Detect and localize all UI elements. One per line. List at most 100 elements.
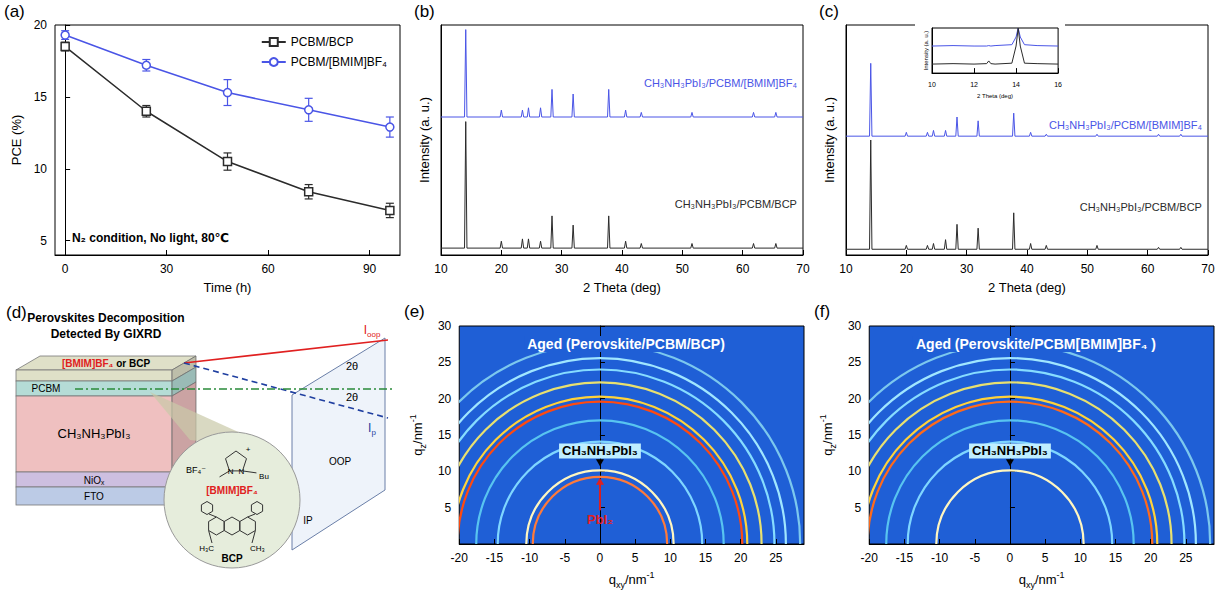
svg-text:CH₃NH₃PbI₃/PCBM/[BMIM]BF₄: CH₃NH₃PbI₃/PCBM/[BMIM]BF₄ <box>1049 119 1203 131</box>
svg-text:30: 30 <box>848 319 862 333</box>
svg-text:Ioop: Ioop <box>364 323 381 339</box>
svg-text:PCBM: PCBM <box>32 383 61 394</box>
svg-text:15: 15 <box>848 428 862 442</box>
svg-text:-5: -5 <box>969 551 980 565</box>
svg-text:50: 50 <box>1081 262 1095 276</box>
svg-text:BCP: BCP <box>221 553 242 564</box>
svg-text:-15: -15 <box>486 551 504 565</box>
svg-text:-1: -1 <box>408 414 418 422</box>
svg-text:-10: -10 <box>931 551 949 565</box>
svg-text:0: 0 <box>1007 551 1014 565</box>
svg-text:20: 20 <box>34 18 48 32</box>
svg-text:N₂ condition, No light, 80℃: N₂ condition, No light, 80℃ <box>72 231 229 245</box>
svg-text:/nm: /nm <box>625 572 647 587</box>
svg-text:20: 20 <box>438 392 452 406</box>
svg-text:20: 20 <box>1144 551 1158 565</box>
svg-text:CH₃NH₃PbI₃/PCBM/[BMIM]BF₄: CH₃NH₃PbI₃/PCBM/[BMIM]BF₄ <box>644 77 798 89</box>
svg-text:10: 10 <box>434 262 448 276</box>
svg-text:15: 15 <box>438 428 452 442</box>
svg-text:5: 5 <box>1042 551 1049 565</box>
svg-text:(d): (d) <box>6 303 27 322</box>
svg-text:60: 60 <box>1141 262 1155 276</box>
svg-text:2θ: 2θ <box>346 391 358 403</box>
svg-text:30: 30 <box>438 319 452 333</box>
svg-text:60: 60 <box>736 262 750 276</box>
svg-text:30: 30 <box>160 262 174 276</box>
svg-text:PbI₂: PbI₂ <box>587 512 613 527</box>
svg-text:25: 25 <box>438 355 452 369</box>
svg-text:OOP: OOP <box>329 456 352 467</box>
svg-text:q: q <box>609 572 616 587</box>
svg-text:5: 5 <box>855 501 862 515</box>
svg-text:2θ: 2θ <box>346 360 358 372</box>
svg-text:20: 20 <box>848 392 862 406</box>
svg-text:H₃C: H₃C <box>199 544 214 553</box>
svg-text:BF₄⁻: BF₄⁻ <box>186 465 206 475</box>
svg-text:2 Theta (deg): 2 Theta (deg) <box>583 280 661 295</box>
svg-text:N: N <box>228 467 234 476</box>
svg-text:[BMIM]BF₄ or BCP: [BMIM]BF₄ or BCP <box>62 358 150 369</box>
svg-text:-20: -20 <box>861 551 879 565</box>
svg-text:20: 20 <box>900 262 914 276</box>
svg-text:2 Theta (deg): 2 Theta (deg) <box>977 93 1013 99</box>
svg-text:70: 70 <box>796 262 810 276</box>
svg-text:/nm: /nm <box>1035 572 1057 587</box>
svg-text:-10: -10 <box>521 551 539 565</box>
svg-text:60: 60 <box>261 262 275 276</box>
svg-text:CH₃NH₃PbI₃: CH₃NH₃PbI₃ <box>972 443 1048 458</box>
svg-text:-1: -1 <box>647 570 655 580</box>
svg-text:50: 50 <box>676 262 690 276</box>
svg-text:[BMIM]BF₄: [BMIM]BF₄ <box>206 485 258 496</box>
svg-text:/nm: /nm <box>410 422 425 444</box>
svg-text:25: 25 <box>769 551 783 565</box>
svg-text:/nm: /nm <box>820 422 835 444</box>
svg-text:20: 20 <box>734 551 748 565</box>
svg-text:Time (h): Time (h) <box>204 280 252 295</box>
svg-text:15: 15 <box>699 551 713 565</box>
svg-text:Aged (Perovskite/PCBM/BCP): Aged (Perovskite/PCBM/BCP) <box>527 336 725 352</box>
svg-text:-15: -15 <box>896 551 914 565</box>
svg-text:q: q <box>410 448 425 455</box>
svg-text:40: 40 <box>1020 262 1034 276</box>
svg-text:70: 70 <box>1201 262 1215 276</box>
svg-text:10: 10 <box>839 262 853 276</box>
svg-text:25: 25 <box>1179 551 1193 565</box>
svg-text:-20: -20 <box>451 551 469 565</box>
svg-text:20: 20 <box>495 262 509 276</box>
svg-text:10: 10 <box>34 162 48 176</box>
svg-text:90: 90 <box>363 262 377 276</box>
svg-text:Intensity (a. u.): Intensity (a. u.) <box>417 97 432 183</box>
svg-text:PCBM/BCP: PCBM/BCP <box>291 35 354 49</box>
svg-text:2 Theta (deg): 2 Theta (deg) <box>988 280 1066 295</box>
svg-text:Intensity (a. u.): Intensity (a. u.) <box>923 31 929 71</box>
svg-text:5: 5 <box>632 551 639 565</box>
svg-text:CH₃NH₃PbI₃/PCBM/BCP: CH₃NH₃PbI₃/PCBM/BCP <box>675 198 797 210</box>
svg-text:Bu: Bu <box>259 472 269 481</box>
svg-text:25: 25 <box>848 355 862 369</box>
svg-text:q: q <box>1019 572 1026 587</box>
svg-text:-1: -1 <box>818 414 828 422</box>
svg-text:CH₃: CH₃ <box>250 544 265 553</box>
svg-text:Ip: Ip <box>368 421 376 437</box>
svg-text:Intensity (a. u.): Intensity (a. u.) <box>822 97 837 183</box>
svg-text:5: 5 <box>40 234 47 248</box>
svg-text:CH₃NH₃PbI₃/PCBM/BCP: CH₃NH₃PbI₃/PCBM/BCP <box>1080 201 1202 213</box>
svg-text:14: 14 <box>1012 81 1020 88</box>
svg-text:+: + <box>246 445 251 454</box>
svg-text:0: 0 <box>597 551 604 565</box>
svg-text:10: 10 <box>438 464 452 478</box>
svg-text:10: 10 <box>664 551 678 565</box>
svg-text:PCBM/[BMIM]BF₄: PCBM/[BMIM]BF₄ <box>291 55 387 69</box>
svg-text:-5: -5 <box>559 551 570 565</box>
svg-text:Perovskites Decomposition: Perovskites Decomposition <box>27 311 184 325</box>
svg-text:10: 10 <box>928 81 936 88</box>
svg-text:15: 15 <box>1109 551 1123 565</box>
svg-text:IP: IP <box>303 515 313 526</box>
svg-text:-1: -1 <box>1057 570 1065 580</box>
svg-text:NiOₓ: NiOₓ <box>84 475 105 486</box>
svg-text:PCE (%): PCE (%) <box>9 115 24 166</box>
svg-text:15: 15 <box>34 90 48 104</box>
svg-text:CH₃NH₃PbI₃: CH₃NH₃PbI₃ <box>58 426 131 441</box>
svg-text:10: 10 <box>1074 551 1088 565</box>
svg-text:40: 40 <box>615 262 629 276</box>
